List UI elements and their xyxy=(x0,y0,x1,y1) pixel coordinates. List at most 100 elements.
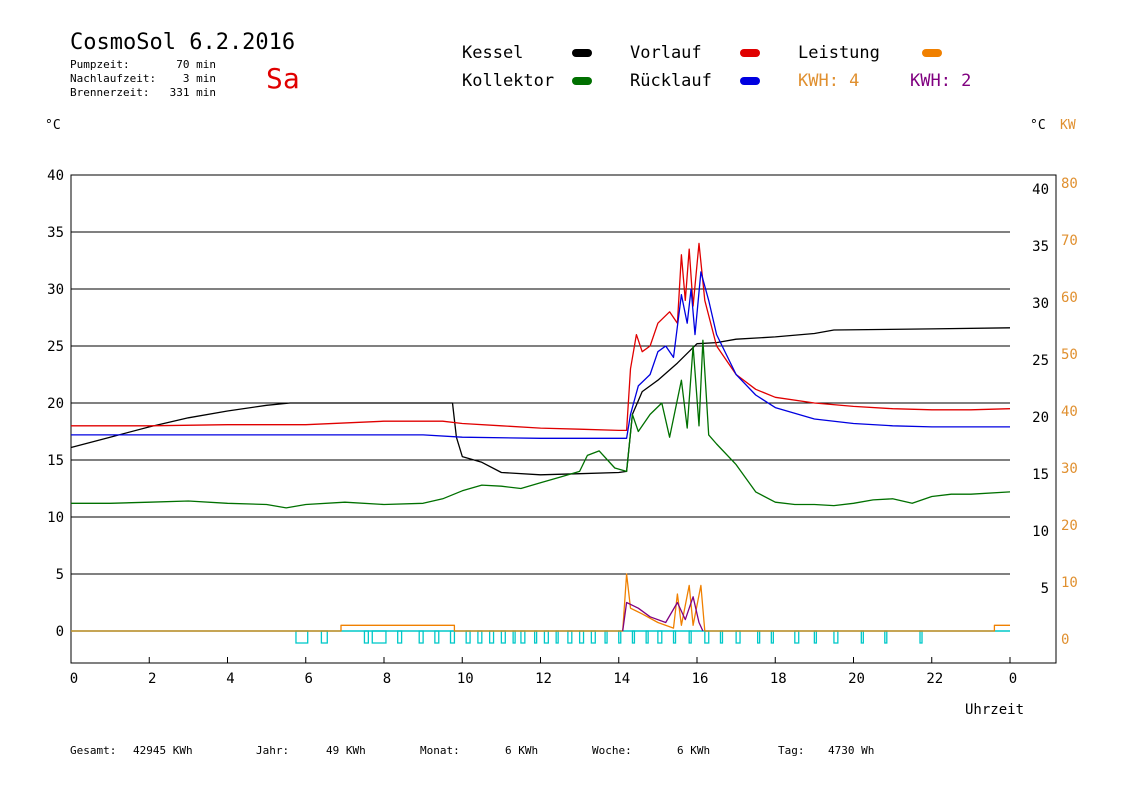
y-right-tick-label: 15 xyxy=(1032,467,1049,483)
pump-interval xyxy=(813,630,818,644)
pump-interval xyxy=(735,630,741,644)
pump-interval xyxy=(449,630,456,644)
footer-monat-value: 6 KWh xyxy=(505,744,539,757)
pump-markers xyxy=(71,630,1010,644)
stat-label-nachlaufzeit: Nachlaufzeit: xyxy=(70,72,157,85)
legend-ruecklauf-swatch xyxy=(740,77,760,85)
pump-interval xyxy=(320,630,328,644)
y2-tick-label: 20 xyxy=(1061,518,1078,534)
stat-label-pumpzeit: Pumpzeit: xyxy=(70,58,130,71)
x-tick-label: 18 xyxy=(770,671,787,687)
pump-interval xyxy=(295,630,309,644)
footer-gesamt-value: 42945 KWh xyxy=(133,744,193,757)
footer-tag-label: Tag: xyxy=(778,744,805,757)
y-right-tick-label: 25 xyxy=(1032,353,1049,369)
x-tick-label: 20 xyxy=(848,671,865,687)
pump-interval xyxy=(543,630,549,644)
y-right-tick-label: 5 xyxy=(1041,581,1049,597)
y2-tick-label: 60 xyxy=(1061,290,1078,306)
x-tick-label: 0 xyxy=(70,671,78,687)
x-axis-label: Uhrzeit xyxy=(965,702,1025,718)
pump-interval xyxy=(477,630,483,644)
footer-woche-label: Woche: xyxy=(592,744,632,757)
pump-interval xyxy=(465,630,471,644)
legend-vorlauf-swatch xyxy=(740,49,760,57)
pump-interval xyxy=(418,630,424,644)
y2-tick-label: 0 xyxy=(1061,632,1069,648)
x-tick-label: 2 xyxy=(148,671,156,687)
legend-ruecklauf: Rücklauf xyxy=(630,71,712,91)
y-tick-label: 0 xyxy=(56,624,64,640)
x-tick-label: 22 xyxy=(926,671,943,687)
pump-interval xyxy=(618,630,622,644)
pump-interval xyxy=(704,630,710,644)
footer-jahr-value: 49 KWh xyxy=(326,744,366,757)
stat-value-pumpzeit: 70 min xyxy=(176,58,216,71)
pump-interval xyxy=(578,630,585,644)
pump-interval xyxy=(657,630,663,644)
weekday-label: Sa xyxy=(266,62,300,95)
y-tick-label: 5 xyxy=(56,567,64,583)
series-line-kessel xyxy=(70,327,1011,476)
y-tick-label: 30 xyxy=(47,282,64,298)
stat-value-brennerzeit: 331 min xyxy=(169,86,216,99)
left-unit-label: °C xyxy=(45,118,61,133)
right-unit-label-c: °C xyxy=(1030,118,1046,133)
pump-interval xyxy=(533,630,538,644)
footer-gesamt-label: Gesamt: xyxy=(70,744,117,757)
x-tick-label: 10 xyxy=(457,671,474,687)
chart-grid xyxy=(70,174,1057,664)
y-right-tick-label: 35 xyxy=(1032,239,1049,255)
pump-interval xyxy=(434,630,440,644)
plot-frame xyxy=(70,174,1057,664)
x-tick-label: 6 xyxy=(305,671,313,687)
footer-woche-value: 6 KWh xyxy=(677,744,711,757)
pump-interval xyxy=(520,630,526,644)
legend-leistung: Leistung xyxy=(798,43,880,63)
pump-interval xyxy=(919,630,923,644)
x-tick-label: 4 xyxy=(226,671,234,687)
series-line-leistung xyxy=(71,573,1010,632)
pump-interval xyxy=(590,630,596,644)
y-tick-label: 25 xyxy=(47,339,64,355)
x-tick-label: 14 xyxy=(613,671,630,687)
stat-label-brennerzeit: Brennerzeit: xyxy=(70,86,150,99)
y2-tick-label: 70 xyxy=(1061,233,1078,249)
pump-interval xyxy=(794,630,800,644)
pump-interval xyxy=(631,630,636,644)
series-line-kollektor xyxy=(71,339,1011,509)
pump-interval xyxy=(770,630,774,644)
legend-kwh-2: KWH: 2 xyxy=(910,71,972,91)
chart-title: CosmoSol 6.2.2016 xyxy=(70,30,296,55)
legend-vorlauf: Vorlauf xyxy=(630,43,702,63)
y-right-tick-label: 20 xyxy=(1032,410,1049,426)
pump-interval xyxy=(488,630,495,644)
pump-interval xyxy=(500,630,506,644)
pump-interval xyxy=(363,630,369,644)
y-tick-label: 20 xyxy=(47,396,64,412)
x-tick-label: 8 xyxy=(383,671,391,687)
legend-kwh-1: KWH: 4 xyxy=(798,71,860,91)
series-line-vorlauf xyxy=(71,242,1011,432)
pump-interval xyxy=(555,630,559,644)
x-tick-label: 16 xyxy=(692,671,709,687)
pump-interval xyxy=(512,630,516,644)
footer-monat-label: Monat: xyxy=(420,744,460,757)
pump-interval xyxy=(860,630,864,644)
legend-kessel-swatch xyxy=(572,49,592,57)
legend-kollektor: Kollektor xyxy=(462,71,555,91)
series-line-ruecklauf xyxy=(71,271,1010,439)
legend-leistung-swatch xyxy=(922,49,942,57)
right-unit-label-kw: KW xyxy=(1060,118,1076,133)
pump-interval xyxy=(397,630,403,644)
y-tick-label: 15 xyxy=(47,453,64,469)
x-tick-label: 0 xyxy=(1009,671,1017,687)
y2-tick-label: 80 xyxy=(1061,176,1078,192)
pump-interval xyxy=(604,630,608,644)
y-tick-label: 40 xyxy=(47,168,64,184)
pump-interval xyxy=(688,630,692,644)
pump-interval xyxy=(567,630,573,644)
pump-interval xyxy=(719,630,724,644)
y2-tick-label: 50 xyxy=(1061,347,1078,363)
